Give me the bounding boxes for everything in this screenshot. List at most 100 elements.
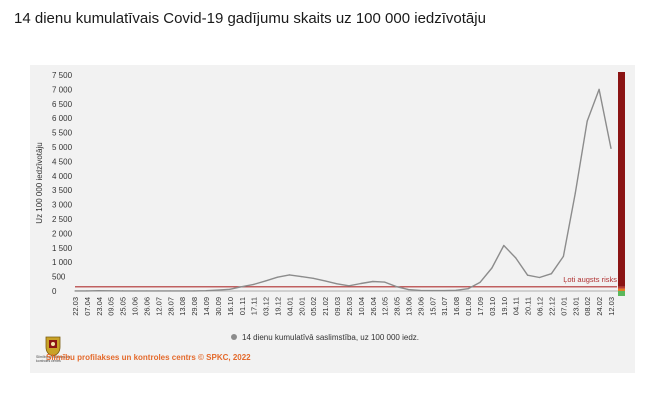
x-tick-label: 13.06 — [405, 297, 414, 316]
y-tick-label: 2 000 — [52, 229, 73, 238]
risk-threshold-label: Ļoti augsts risks — [563, 275, 617, 284]
y-axis-title: Uz 100 000 iedzīvotāju — [35, 142, 44, 223]
y-tick-label: 1 500 — [52, 244, 73, 253]
data-point — [324, 280, 326, 282]
source-note: Slimību profilakses un kontroles centrs … — [46, 353, 251, 362]
x-tick-label: 05.02 — [309, 297, 318, 316]
data-point — [336, 283, 338, 285]
x-tick-label: 10.06 — [131, 297, 140, 316]
x-tick-label: 19.12 — [273, 297, 282, 316]
y-tick-label: 500 — [52, 273, 66, 282]
data-point — [122, 290, 124, 292]
data-point — [110, 290, 112, 292]
data-point — [372, 280, 374, 283]
x-tick-label: 04.01 — [285, 297, 294, 316]
x-tick-label: 03.12 — [262, 297, 271, 316]
data-point — [610, 147, 612, 150]
data-point — [419, 289, 422, 292]
x-tick-label: 12.07 — [154, 297, 163, 316]
x-tick-label: 17.11 — [250, 297, 259, 315]
x-tick-label: 15.07 — [428, 297, 437, 316]
data-point — [86, 290, 88, 292]
data-point — [348, 285, 350, 287]
x-tick-label: 21.02 — [321, 297, 330, 316]
data-point — [538, 276, 541, 279]
data-point — [74, 290, 76, 292]
data-point — [455, 289, 457, 291]
data-point — [241, 286, 243, 288]
data-point — [288, 274, 290, 276]
data-point — [384, 281, 386, 283]
data-point — [562, 255, 564, 258]
x-tick-label: 28.05 — [393, 297, 402, 316]
x-tick-label: 26.06 — [142, 297, 151, 316]
page-title: 14 dienu kumulatīvais Covid-19 gadījumu … — [14, 10, 486, 27]
data-point — [598, 88, 600, 90]
y-tick-label: 5 500 — [52, 129, 73, 138]
data-point — [503, 244, 505, 247]
data-point — [396, 286, 398, 288]
x-tick-label: 09.05 — [107, 297, 116, 316]
x-tick-label: 03.10 — [488, 297, 497, 316]
data-point — [133, 290, 136, 292]
data-point — [312, 277, 314, 279]
x-tick-label: 10.04 — [357, 297, 366, 316]
data-point — [467, 288, 469, 290]
y-tick-label: 6 000 — [52, 114, 73, 123]
x-tick-label: 22.12 — [547, 297, 556, 316]
data-point — [205, 290, 207, 292]
risk-bar-high — [618, 286, 625, 289]
x-tick-label: 30.09 — [214, 297, 223, 316]
y-tick-label: 4 000 — [52, 172, 73, 181]
x-tick-label: 14.09 — [202, 297, 211, 316]
x-tick-label: 20.11 — [524, 297, 533, 315]
logo-caption: Slimību profilakses un kontroles centrs — [36, 355, 71, 363]
y-tick-label: 1 000 — [52, 258, 73, 267]
data-point — [264, 280, 267, 282]
chart-svg: 0 500 1 000 1 500 2 000 2 500 3 000 3 500 4 000 4… — [35, 71, 625, 342]
x-tick-label: 25.05 — [119, 297, 128, 316]
risk-bar-low — [618, 291, 625, 296]
x-tick-label: 12.03 — [607, 297, 616, 316]
y-tick-label: 0 — [52, 287, 57, 296]
data-point — [574, 192, 576, 194]
y-tick-label: 5 000 — [52, 143, 73, 152]
data-point — [479, 281, 481, 283]
x-tick-label: 25.03 — [345, 297, 354, 316]
y-tick-label: 3 000 — [52, 201, 73, 210]
x-tick-label: 07.04 — [83, 297, 92, 316]
x-tick-label: 09.03 — [333, 297, 342, 316]
y-tick-label: 7 500 — [52, 71, 73, 80]
data-point — [157, 290, 159, 292]
x-tick-label: 26.04 — [369, 297, 378, 316]
data-point — [181, 290, 183, 292]
legend-label: 14 dienu kumulatīvā saslimstība, uz 100 … — [242, 333, 419, 342]
x-tick-label: 04.11 — [512, 297, 521, 315]
x-tick-label: 29.08 — [190, 297, 199, 316]
x-tick-label: 23.01 — [571, 297, 580, 316]
y-tick-label: 7 000 — [52, 85, 73, 94]
data-point — [253, 283, 255, 285]
x-tick-label: 23.04 — [95, 297, 104, 316]
data-point — [550, 273, 553, 275]
data-point — [98, 290, 100, 292]
y-tick-label: 3 500 — [52, 186, 73, 195]
x-tick-label: 28.07 — [166, 297, 175, 316]
data-point — [407, 288, 410, 291]
x-tick-label: 31.07 — [440, 297, 449, 316]
x-tick-label: 20.01 — [297, 297, 306, 316]
data-point — [276, 276, 279, 278]
data-point — [491, 267, 493, 269]
x-tick-label: 16.10 — [226, 297, 235, 316]
data-point — [586, 120, 588, 122]
x-tick-label: 13.08 — [178, 297, 187, 316]
x-tick-label: 19.10 — [500, 297, 509, 316]
data-point — [300, 276, 302, 278]
x-tick-label: 17.09 — [476, 297, 485, 316]
data-point — [431, 289, 433, 292]
x-tick-label: 22.03 — [71, 297, 80, 316]
x-tick-label: 07.01 — [559, 297, 568, 316]
x-tick-label: 01.11 — [238, 297, 247, 315]
x-tick-label: 29.06 — [416, 297, 425, 316]
x-tick-label: 06.12 — [536, 297, 545, 316]
